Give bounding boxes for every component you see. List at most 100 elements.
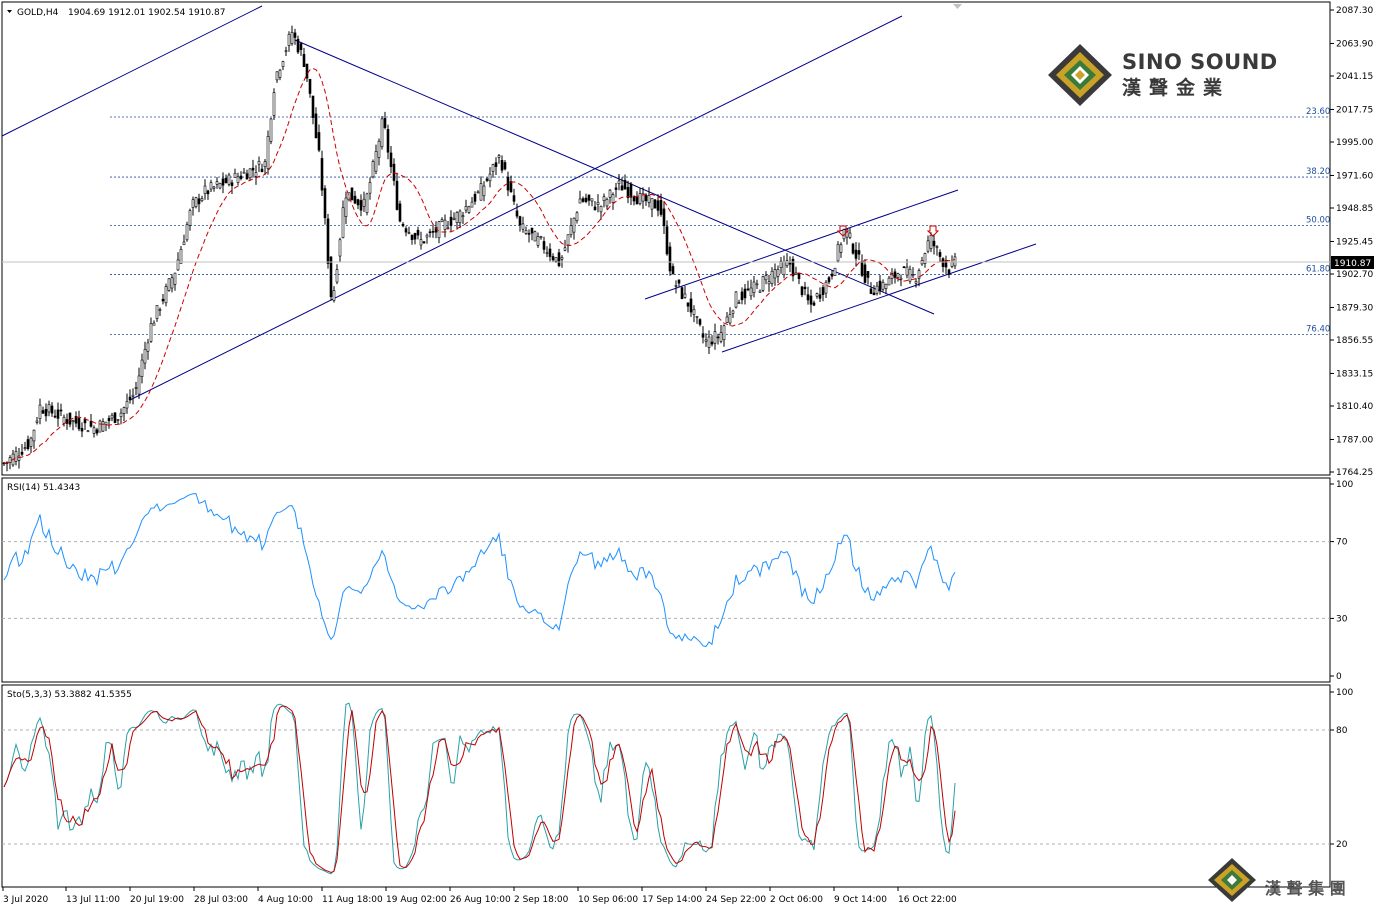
candle-body [380, 118, 384, 148]
candle-body [176, 259, 180, 271]
candle-body [281, 61, 285, 67]
date-tick-label: 2 Sep 18:00 [514, 895, 569, 905]
candle-body [476, 191, 480, 194]
candle-body [392, 163, 396, 181]
rsi-line [3, 493, 956, 648]
rsi-axis: 100 70 30 0 [1330, 480, 1353, 682]
stoch-panel[interactable] [1, 684, 1331, 888]
candle-body [14, 451, 18, 462]
candle-body [173, 272, 177, 285]
candle-body [944, 260, 948, 268]
candle-body [98, 420, 102, 433]
candle-body [347, 192, 351, 201]
candle-body [71, 420, 75, 423]
candle-body [227, 174, 231, 185]
price-tick-label: 1833.15 [1336, 369, 1373, 379]
candle-body [317, 132, 321, 151]
candle-body [857, 250, 861, 255]
candle-body [59, 409, 63, 412]
candle-body [770, 270, 774, 284]
candle-body [587, 194, 591, 201]
candle-body [794, 272, 798, 275]
rsi-panel[interactable] [1, 477, 1331, 683]
candle-body [641, 193, 645, 202]
trendline [1, 5, 263, 137]
candle-body [806, 294, 810, 301]
candle-body [509, 181, 513, 193]
candle-body [530, 227, 534, 234]
candle-body [926, 240, 930, 252]
candle-body [56, 409, 60, 419]
candle-body [665, 226, 669, 255]
candle-body [695, 315, 699, 318]
footer-cn: 漢 聲 集 團 [1265, 879, 1346, 898]
candle-body [929, 235, 933, 249]
chart-shift-marker[interactable] [953, 4, 962, 9]
candle-body [800, 286, 804, 296]
candle-body [836, 243, 840, 262]
price-tick-label: 1925.45 [1336, 237, 1373, 247]
date-tick-label: 24 Sep 22:00 [706, 895, 766, 905]
candle-body [764, 275, 768, 281]
candle-body [248, 168, 252, 179]
candle-body [8, 457, 12, 463]
candle-body [638, 193, 642, 204]
candle-body [335, 269, 339, 283]
candle-body [275, 71, 279, 81]
candle-body [950, 261, 954, 267]
candle-body [731, 310, 735, 314]
candle-body [863, 264, 867, 283]
candle-body [230, 182, 234, 186]
candle-body [32, 429, 36, 442]
rsi-tick-label: 70 [1336, 538, 1348, 548]
candle-body [110, 414, 114, 419]
rsi-tick-label: 100 [1336, 480, 1353, 490]
candle-body [791, 258, 795, 277]
candle-body [737, 302, 741, 304]
candle-body [416, 229, 420, 236]
price-tick-label: 1995.00 [1336, 138, 1373, 148]
candle-body [611, 194, 615, 203]
candle-body [431, 231, 435, 233]
candle-body [116, 419, 120, 421]
fib-level-label: 50.00 [1306, 216, 1330, 226]
candle-body [41, 410, 45, 414]
down-arrow-icon [926, 225, 940, 237]
candle-body [194, 197, 198, 207]
candle-body [758, 290, 762, 293]
candle-body [725, 316, 729, 323]
candle-body [443, 219, 447, 230]
candle-body [914, 281, 918, 284]
candle-body [68, 412, 72, 425]
last-price-tag: 1910.87 [1331, 256, 1374, 269]
symbol-label: GOLD,H4 [17, 8, 59, 18]
candle-body [170, 277, 174, 289]
candle-body [410, 234, 414, 240]
candle-body [728, 314, 732, 324]
candle-body [428, 231, 432, 234]
stoch-tick-label: 20 [1336, 840, 1348, 850]
candle-body [761, 276, 765, 291]
candle-body [26, 439, 30, 449]
candle-body [743, 288, 747, 299]
candle-body [104, 421, 108, 425]
candle-body [137, 375, 141, 395]
candle-body [581, 198, 585, 202]
candle-body [533, 231, 537, 242]
candle-body [29, 437, 33, 447]
candle-body [683, 293, 687, 298]
candle-body [413, 233, 417, 240]
brand-en: SINO SOUND [1122, 50, 1278, 74]
candle-body [560, 257, 564, 260]
candle-body [95, 429, 99, 434]
candle-body [473, 193, 477, 202]
candle-body [167, 278, 171, 291]
candle-body [458, 210, 462, 224]
candle-body [323, 188, 327, 219]
candle-body [209, 182, 213, 190]
candle-body [488, 173, 492, 182]
candle-body [938, 252, 942, 257]
candle-body [353, 195, 357, 204]
stoch-signal-line [3, 705, 956, 874]
